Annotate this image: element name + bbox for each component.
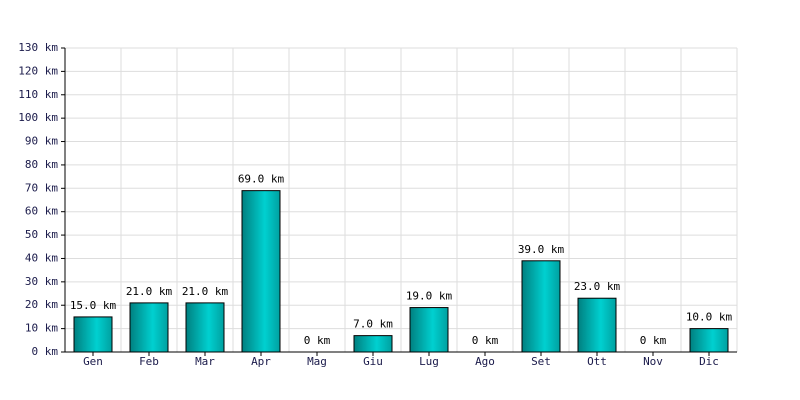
data-label: 21.0 km — [182, 285, 229, 298]
bar — [689, 328, 729, 353]
y-tick-label: 130 km — [18, 41, 58, 54]
bar — [409, 307, 449, 353]
x-tick-label: Gen — [83, 355, 103, 368]
bar — [353, 335, 393, 353]
y-tick-label: 0 km — [32, 345, 59, 358]
y-tick-label: 50 km — [25, 228, 58, 241]
bar — [241, 190, 281, 353]
bar — [521, 260, 561, 353]
x-tick-label: Apr — [251, 355, 271, 368]
y-tick-label: 40 km — [25, 251, 58, 264]
bar — [129, 302, 169, 353]
x-tick-label: Mag — [307, 355, 327, 368]
y-tick-label: 80 km — [25, 158, 58, 171]
data-label: 0 km — [472, 334, 499, 347]
data-label: 21.0 km — [126, 285, 173, 298]
y-tick-label: 20 km — [25, 298, 58, 311]
y-tick-label: 90 km — [25, 135, 58, 148]
bar — [577, 297, 617, 353]
x-tick-label: Ott — [587, 355, 607, 368]
x-tick-label: Giu — [363, 355, 383, 368]
data-label: 19.0 km — [406, 290, 453, 303]
y-tick-label: 30 km — [25, 275, 58, 288]
bar — [185, 302, 225, 353]
data-label: 15.0 km — [70, 299, 117, 312]
x-tick-label: Mar — [195, 355, 215, 368]
y-tick-label: 120 km — [18, 64, 58, 77]
data-label: 0 km — [304, 334, 331, 347]
x-tick-label: Dic — [699, 355, 719, 368]
x-tick-label: Feb — [139, 355, 159, 368]
data-label: 39.0 km — [518, 243, 565, 256]
y-tick-label: 10 km — [25, 322, 58, 335]
x-tick-label: Set — [531, 355, 551, 368]
data-label: 0 km — [640, 334, 667, 347]
y-tick-label: 100 km — [18, 111, 58, 124]
data-label: 7.0 km — [353, 318, 393, 331]
y-tick-label: 70 km — [25, 181, 58, 194]
x-tick-label: Nov — [643, 355, 663, 368]
data-label: 23.0 km — [574, 280, 621, 293]
y-tick-label: 110 km — [18, 88, 58, 101]
x-tick-label: Ago — [475, 355, 495, 368]
x-tick-label: Lug — [419, 355, 439, 368]
y-tick-label: 60 km — [25, 205, 58, 218]
data-label: 69.0 km — [238, 173, 285, 186]
data-label: 10.0 km — [686, 311, 733, 324]
bar — [73, 316, 113, 353]
